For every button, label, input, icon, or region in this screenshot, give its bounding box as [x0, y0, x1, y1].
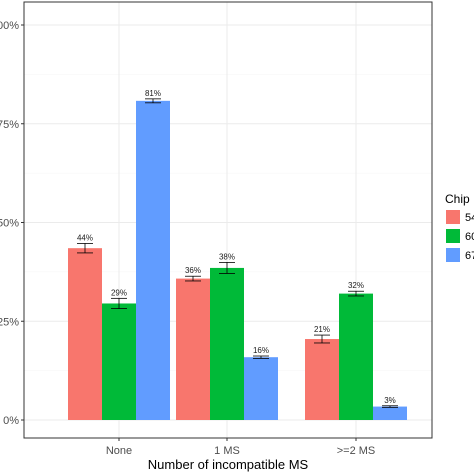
legend-key — [446, 229, 460, 243]
x-tick-label: 1 MS — [214, 445, 240, 457]
legend-title: Chip — [445, 192, 470, 206]
legend-key — [446, 210, 460, 224]
y-tick-label: 25% — [0, 316, 19, 328]
bar — [373, 406, 407, 420]
bar-value-label: 38% — [219, 252, 235, 261]
y-tick-label: 0% — [3, 415, 19, 427]
x-tick-label: >=2 MS — [337, 445, 376, 457]
y-tick-label: 100% — [0, 20, 19, 32]
bar — [305, 339, 339, 420]
bar — [136, 100, 170, 420]
bar — [244, 357, 278, 420]
legend-label: 60 — [465, 231, 474, 243]
x-axis-title: Number of incompatible MS — [148, 457, 309, 472]
legend-key — [446, 248, 460, 262]
bar-labels-group: 44% 29% 81% 36% 38% 16% 21% 32% 3% — [77, 89, 396, 405]
x-axis: None 1 MS >=2 MS — [106, 438, 375, 457]
bar — [102, 303, 136, 420]
bar — [176, 278, 210, 420]
legend-label: 67 — [465, 250, 474, 262]
bar — [339, 293, 373, 420]
y-axis: 0% 25% 50% 75% 100% — [0, 20, 24, 427]
bar — [210, 267, 244, 420]
x-tick-label: None — [106, 445, 132, 457]
y-tick-label: 50% — [0, 218, 19, 230]
plot-panel-border — [23, 1, 433, 439]
y-tick-label: 75% — [0, 119, 19, 131]
error-bars-group — [77, 98, 398, 408]
bar-value-label: 81% — [145, 89, 161, 98]
bar-value-label: 16% — [253, 346, 269, 355]
bars-group — [68, 100, 407, 420]
bar-value-label: 21% — [314, 325, 330, 334]
bar-value-label: 3% — [384, 396, 396, 405]
bar-value-label: 29% — [111, 288, 127, 297]
bar-value-label: 44% — [77, 233, 93, 242]
legend-label: 54 — [465, 212, 474, 224]
bar — [68, 248, 102, 420]
legend: Chip 54 60 67 — [445, 192, 474, 262]
bar-value-label: 32% — [348, 281, 364, 290]
bar-value-label: 36% — [185, 266, 201, 275]
